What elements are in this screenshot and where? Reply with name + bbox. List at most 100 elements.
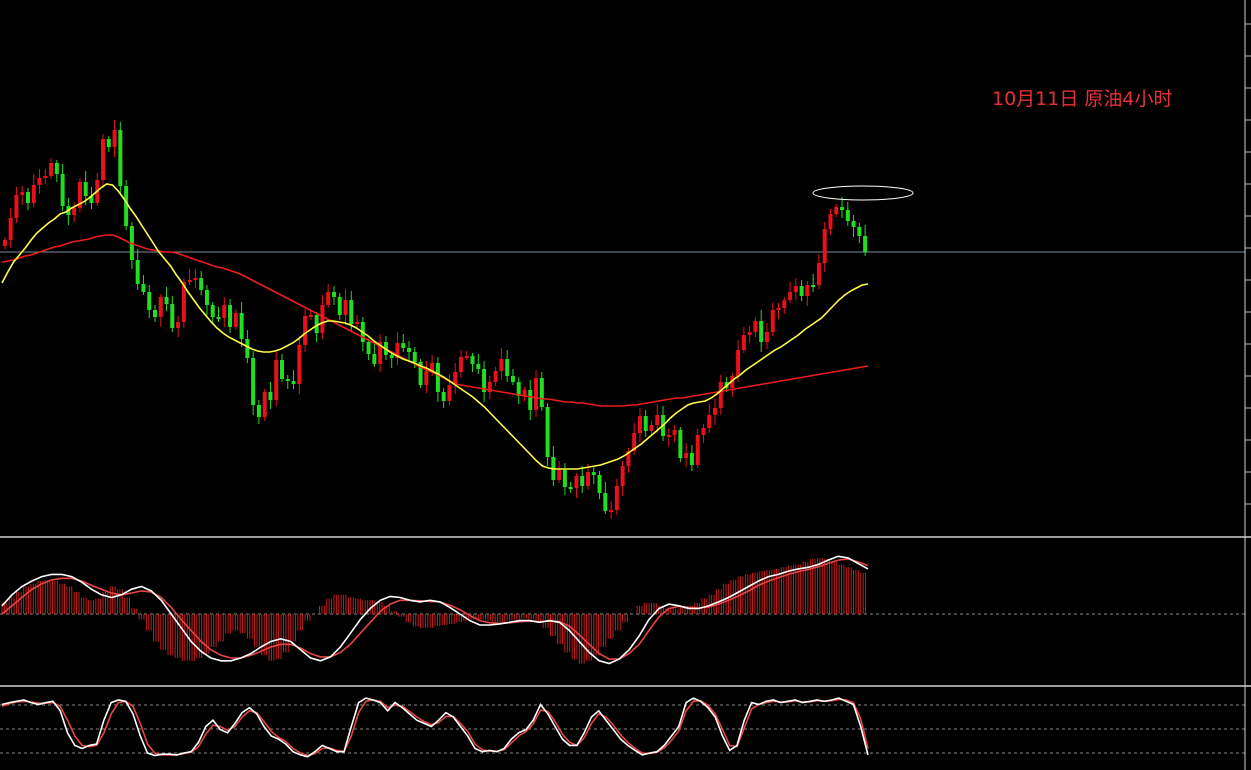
- candle-body: [337, 297, 342, 315]
- candle-body: [372, 354, 377, 364]
- candle-body: [684, 453, 689, 458]
- candle-body: [730, 376, 735, 388]
- candle-body: [672, 430, 677, 435]
- candle-body: [816, 263, 821, 285]
- candle-body: [43, 176, 48, 178]
- candle-body: [343, 300, 348, 315]
- candle-body: [331, 292, 336, 297]
- candle-body: [239, 313, 244, 339]
- candle-body: [736, 350, 741, 376]
- candle-body: [713, 408, 718, 415]
- candle-body: [158, 297, 163, 317]
- candle-body: [707, 415, 712, 428]
- candle-body: [851, 221, 856, 227]
- candle-body: [632, 433, 637, 451]
- candle-body: [591, 472, 596, 475]
- candle-body: [366, 342, 371, 354]
- candle-body: [464, 356, 469, 358]
- candle-body: [482, 369, 487, 392]
- candle-body: [574, 476, 579, 488]
- candle-body: [770, 310, 775, 332]
- candle-body: [614, 486, 619, 510]
- candle-body: [77, 182, 82, 208]
- candle-body: [424, 371, 429, 385]
- candle-body: [788, 292, 793, 300]
- candle-body: [291, 381, 296, 384]
- candle-body: [458, 357, 463, 372]
- candle-body: [210, 305, 215, 317]
- candle-body: [216, 317, 221, 319]
- candle-body: [389, 355, 394, 358]
- candle-body: [401, 343, 406, 348]
- candle-body: [418, 362, 423, 385]
- candle-body: [811, 285, 816, 287]
- candle-body: [101, 139, 106, 180]
- candle-body: [378, 342, 383, 364]
- candle-body: [528, 390, 533, 410]
- candle-body: [245, 339, 250, 358]
- candle-body: [355, 322, 360, 324]
- macd-line: [1, 555, 869, 665]
- candle-body: [37, 178, 42, 185]
- candle-body: [2, 240, 7, 246]
- candle-body: [522, 390, 527, 396]
- candle-body: [510, 376, 515, 382]
- candle-body: [834, 207, 839, 214]
- ma-long-line: [1, 234, 869, 407]
- chart-title: 10月11日 原油4小时: [992, 88, 1173, 110]
- candle-body: [695, 435, 700, 465]
- candle-body: [49, 163, 54, 176]
- candle-body: [476, 364, 481, 369]
- candle-body: [152, 310, 157, 317]
- candle-body: [118, 130, 123, 186]
- candle-body: [164, 297, 169, 304]
- candle-body: [747, 332, 752, 335]
- candle-body: [701, 428, 706, 435]
- candle-body: [193, 278, 198, 280]
- candle-body: [805, 285, 810, 296]
- candle-body: [626, 451, 631, 466]
- candle-body: [222, 305, 227, 318]
- candle-body: [285, 379, 290, 381]
- stochastic-panel: [0, 697, 1245, 758]
- candle-body: [637, 416, 642, 433]
- candle-body: [20, 192, 25, 195]
- candle-body: [170, 304, 175, 328]
- candle-body: [845, 210, 850, 221]
- candle-body: [233, 313, 238, 327]
- candle-body: [840, 207, 845, 210]
- candle-body: [741, 335, 746, 350]
- candle-body: [349, 300, 354, 324]
- candle-body: [580, 476, 585, 486]
- candle-body: [274, 360, 279, 400]
- candle-body: [516, 382, 521, 396]
- candle-body: [147, 292, 152, 310]
- candle-body: [308, 315, 313, 317]
- candle-body: [314, 315, 319, 333]
- candle-body: [597, 475, 602, 493]
- candle-body: [753, 321, 758, 332]
- candle-body: [643, 416, 648, 431]
- candle-body: [204, 290, 209, 305]
- candle-body: [412, 352, 417, 362]
- candle-body: [187, 280, 192, 282]
- candle-body: [141, 284, 146, 292]
- candle-body: [262, 392, 267, 417]
- candle-body: [655, 415, 660, 425]
- candle-body: [268, 392, 273, 400]
- candle-body: [303, 316, 308, 345]
- candle-body: [649, 425, 654, 431]
- candle-body: [441, 392, 446, 401]
- candle-body: [430, 363, 435, 371]
- highlight-ellipse: [812, 185, 914, 201]
- candle-body: [793, 286, 798, 292]
- candle-body: [470, 356, 475, 364]
- candle-body: [31, 185, 36, 203]
- candle-body: [199, 278, 204, 290]
- candle-body: [666, 435, 671, 437]
- candle-body: [609, 510, 614, 512]
- candle-body: [545, 407, 550, 457]
- candle-body: [8, 218, 13, 240]
